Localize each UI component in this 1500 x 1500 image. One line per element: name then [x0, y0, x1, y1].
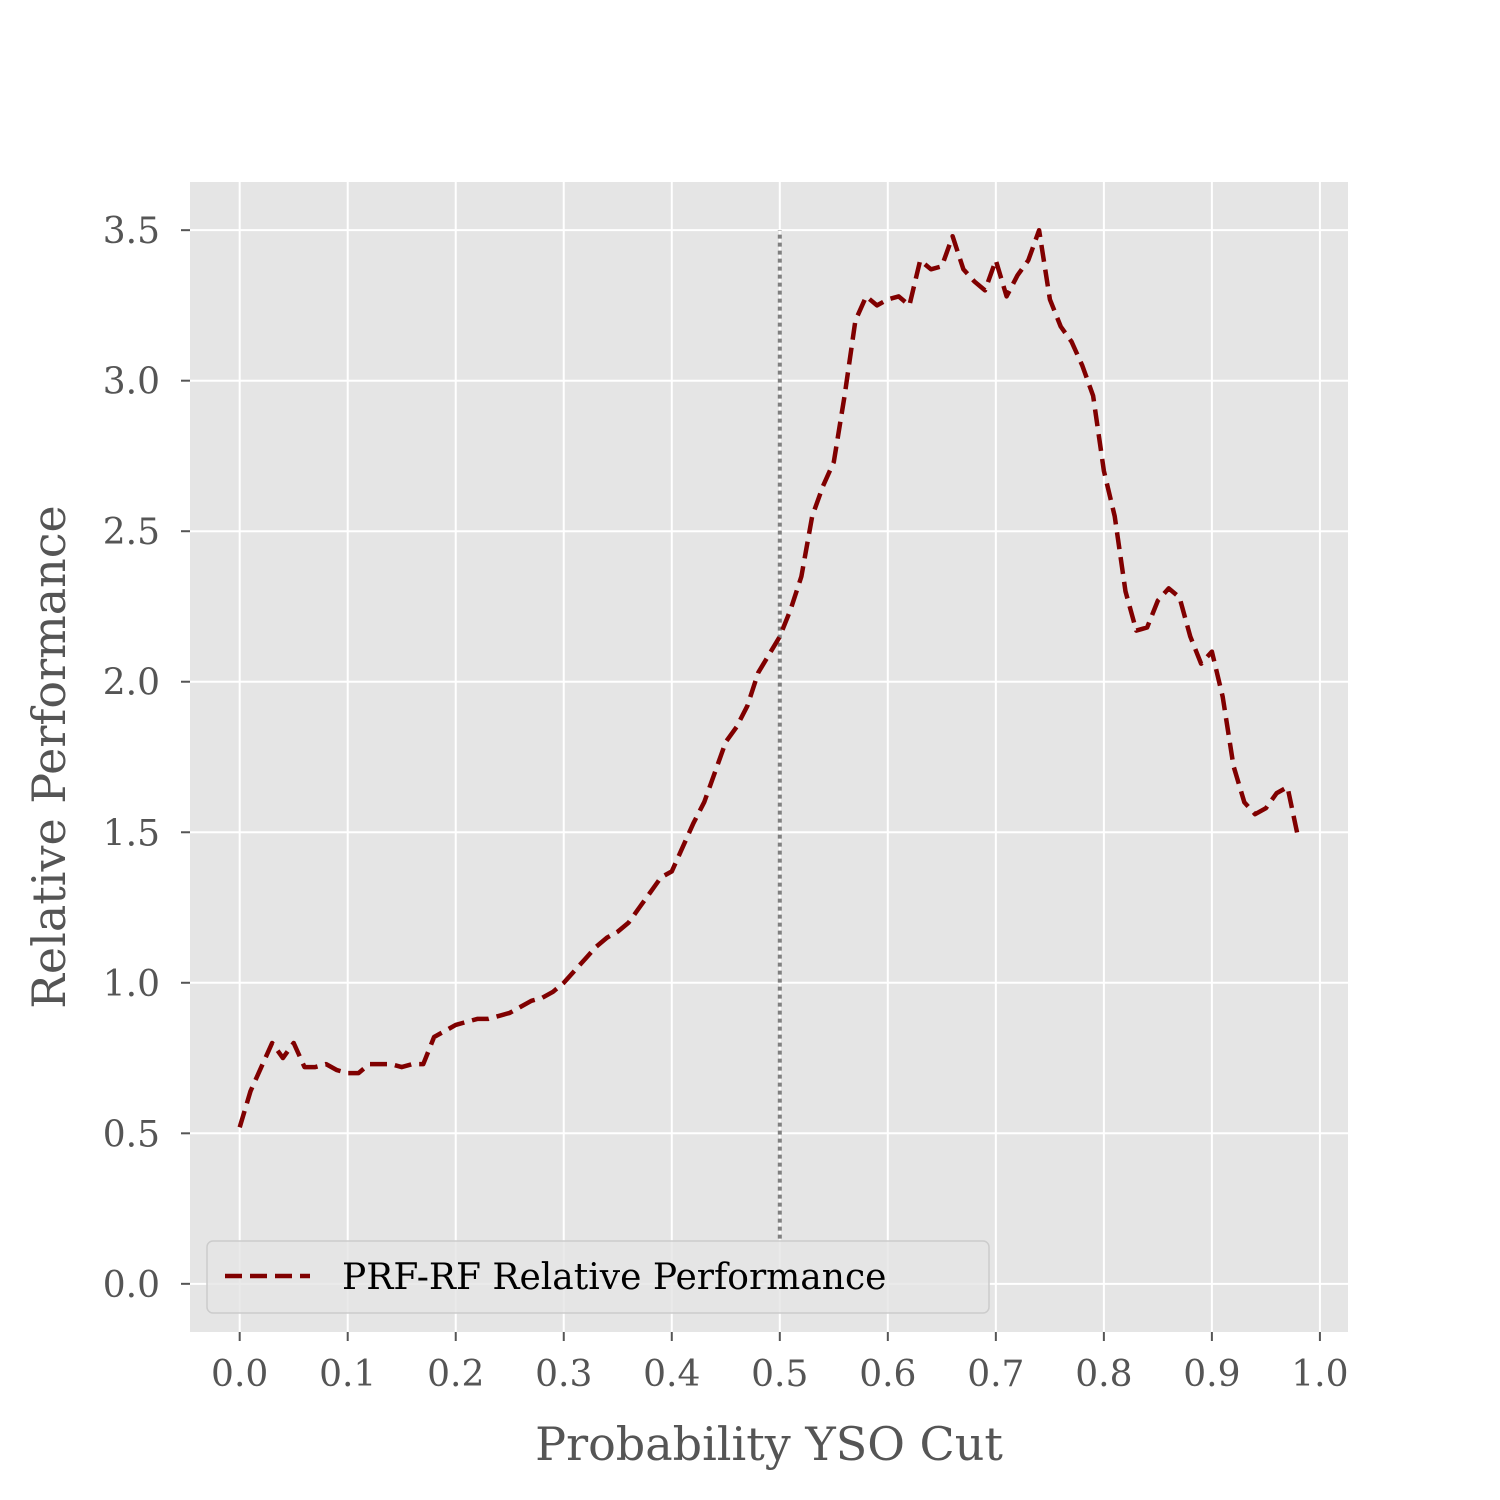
y-tick-label: 2.5 [103, 512, 160, 553]
x-tick-label: 1.0 [1291, 1354, 1348, 1395]
x-tick-label: 0.6 [859, 1354, 916, 1395]
y-tick-marks [181, 229, 190, 1285]
x-tick-label: 0.4 [643, 1354, 700, 1395]
x-tick-label: 0.8 [1075, 1354, 1132, 1395]
y-tick-label: 2.0 [103, 663, 160, 704]
x-tick-label: 0.2 [427, 1354, 484, 1395]
y-tick-label: 1.5 [103, 813, 160, 854]
legend: PRF-RF Relative Performance [206, 1240, 990, 1314]
x-tick-label: 0.0 [211, 1354, 268, 1395]
plot-area-background [190, 182, 1348, 1332]
legend-box [206, 1240, 990, 1314]
x-axis-label: Probability YSO Cut [535, 1417, 1003, 1471]
x-tick-label: 0.5 [751, 1354, 808, 1395]
y-tick-label: 0.0 [103, 1265, 160, 1306]
y-axis-label: Relative Performance [22, 505, 76, 1008]
y-tick-label: 3.5 [103, 211, 160, 252]
x-tick-labels: 0.0 0.1 0.2 0.3 0.4 0.5 0.6 0.7 0.8 0.9 1.0 [211, 1354, 1348, 1395]
x-tick-marks [238, 1332, 1321, 1341]
y-tick-label: 0.5 [103, 1114, 160, 1155]
series-line-prf-rf [237, 227, 1301, 1128]
x-tick-label: 0.9 [1183, 1354, 1240, 1395]
legend-label: PRF-RF Relative Performance [342, 1257, 886, 1298]
x-tick-label: 0.1 [319, 1354, 376, 1395]
y-tick-labels: 0.0 0.5 1.0 1.5 2.0 2.5 3.0 3.5 [103, 211, 160, 1306]
x-tick-label: 0.7 [967, 1354, 1024, 1395]
y-tick-label: 1.0 [103, 964, 160, 1005]
x-tick-label: 0.3 [535, 1354, 592, 1395]
y-tick-label: 3.0 [103, 362, 160, 403]
